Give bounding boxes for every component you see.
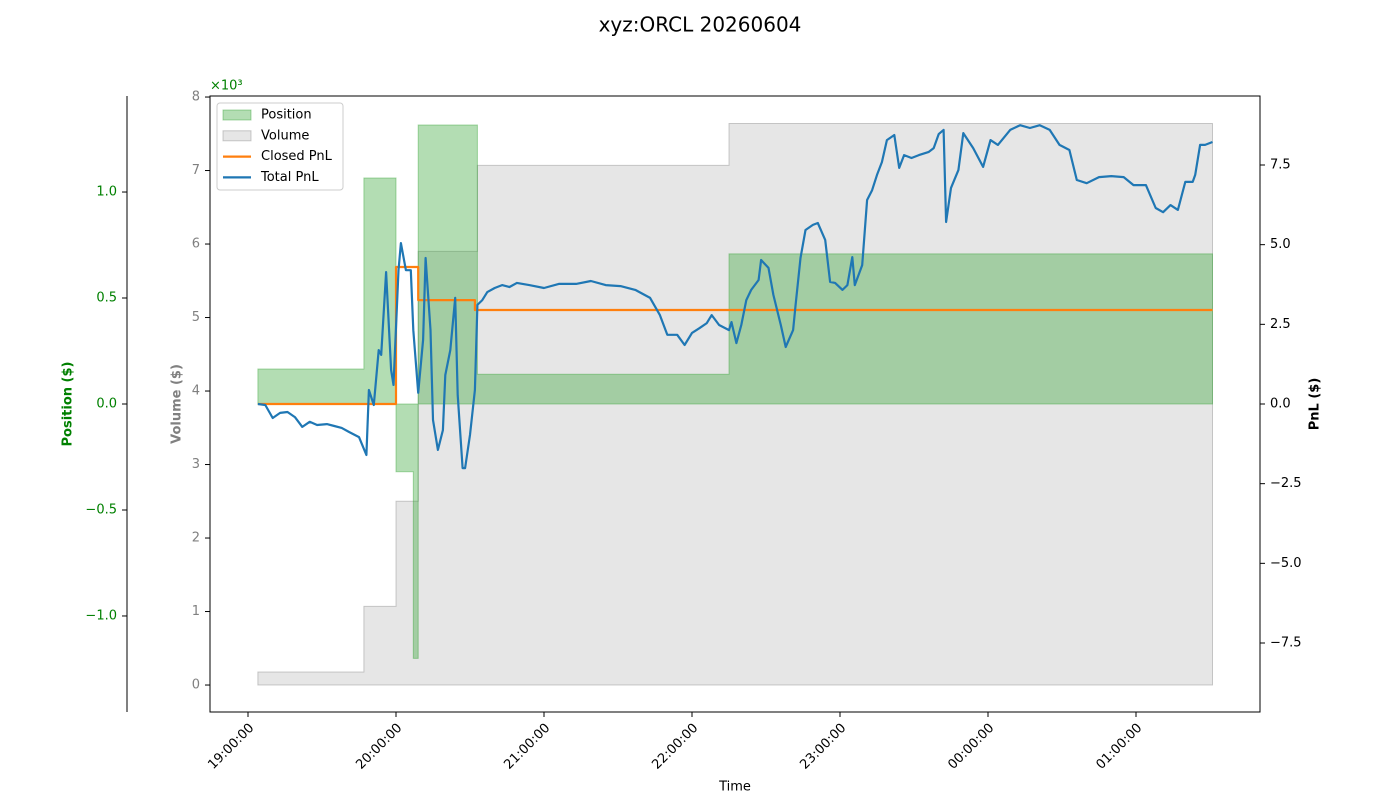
chart-title: xyz:ORCL 20260604 <box>599 13 802 37</box>
y-tick-label: 3 <box>192 457 200 472</box>
legend-swatch <box>222 130 252 142</box>
y2-offset-text: ×10³ <box>210 79 243 94</box>
y-tick-label: 5.0 <box>1270 237 1291 252</box>
y-tick-label: −0.5 <box>85 502 117 517</box>
legend-swatch <box>222 109 252 121</box>
y-axis-label: PnL ($) <box>1308 378 1323 431</box>
x-axis-label: Time <box>718 780 751 795</box>
y-tick-label: 6 <box>192 237 200 252</box>
y-tick-label: 8 <box>192 90 200 105</box>
y-tick-label: 4 <box>192 384 200 399</box>
legend-label: Position <box>261 108 312 123</box>
y-tick-label: −5.0 <box>1270 556 1302 571</box>
line <box>257 124 1213 470</box>
line <box>257 265 1213 406</box>
y-tick-label: 0.0 <box>96 397 117 412</box>
y-tick-label: 2 <box>192 531 200 546</box>
y-tick-label: 1.0 <box>96 185 117 200</box>
y-tick-label: 2.5 <box>1270 317 1291 332</box>
y-tick-label: 0.5 <box>96 291 117 306</box>
y-tick-label: 0 <box>192 678 200 693</box>
y-tick-label: 5 <box>192 310 200 325</box>
legend-box <box>216 102 344 191</box>
legend-label: Total PnL <box>260 170 319 185</box>
area <box>257 123 1213 686</box>
y-tick-label: −1.0 <box>85 608 117 623</box>
y-tick-label: 0.0 <box>1270 397 1291 412</box>
y-tick-label: 7.5 <box>1270 157 1291 172</box>
area <box>257 124 1213 659</box>
legend-label: Volume <box>261 128 309 143</box>
y-tick-label: 1 <box>192 604 200 619</box>
y-tick-label: −7.5 <box>1270 636 1302 651</box>
y-axis-label: Position ($) <box>61 362 76 447</box>
y-tick-label: −2.5 <box>1270 476 1302 491</box>
y-axis-label: Volume ($) <box>170 364 185 444</box>
y-tick-label: 7 <box>192 163 200 178</box>
legend-label: Closed PnL <box>261 149 333 164</box>
